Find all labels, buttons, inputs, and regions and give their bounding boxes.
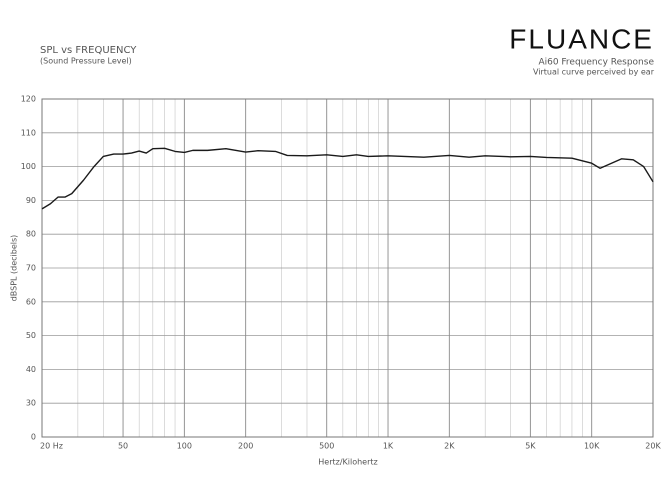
chart-title: SPL vs FREQUENCY xyxy=(40,45,137,56)
x-tick-label: 200 xyxy=(238,442,253,451)
x-tick-label: 500 xyxy=(319,442,334,451)
y-tick-label: 0 xyxy=(31,433,36,442)
x-tick-label: 20K xyxy=(645,442,661,451)
chart-note: Virtual curve perceived by ear xyxy=(533,68,655,77)
y-tick-label: 30 xyxy=(26,399,36,408)
y-tick-label: 50 xyxy=(26,331,36,340)
y-tick-label: 80 xyxy=(26,230,36,239)
x-axis-title: Hertz/Kilohertz xyxy=(318,458,377,467)
x-tick-label: 20 Hz xyxy=(40,442,63,451)
y-tick-label: 40 xyxy=(26,365,36,374)
x-tick-label: 10K xyxy=(584,442,600,451)
x-tick-label: 1K xyxy=(383,442,394,451)
y-tick-label: 100 xyxy=(21,162,36,171)
y-tick-label: 70 xyxy=(26,264,36,273)
response-curve xyxy=(41,147,654,210)
y-tick-label: 60 xyxy=(26,297,36,306)
x-tick-label: 2K xyxy=(444,442,455,451)
brand-logo: FLUANCE xyxy=(509,23,654,54)
y-tick-label: 110 xyxy=(21,128,36,137)
x-tick-label: 5K xyxy=(525,442,536,451)
x-tick-label: 50 xyxy=(118,442,128,451)
y-tick-label: 90 xyxy=(26,196,36,205)
y-tick-label: 120 xyxy=(21,95,36,104)
x-tick-label: 100 xyxy=(177,442,192,451)
plot-frame xyxy=(41,98,654,438)
chart-subtitle: (Sound Pressure Level) xyxy=(40,57,132,66)
y-axis-title: dBSPL (decibels) xyxy=(10,235,19,302)
chart-heading: Ai60 Frequency Response xyxy=(538,58,654,68)
